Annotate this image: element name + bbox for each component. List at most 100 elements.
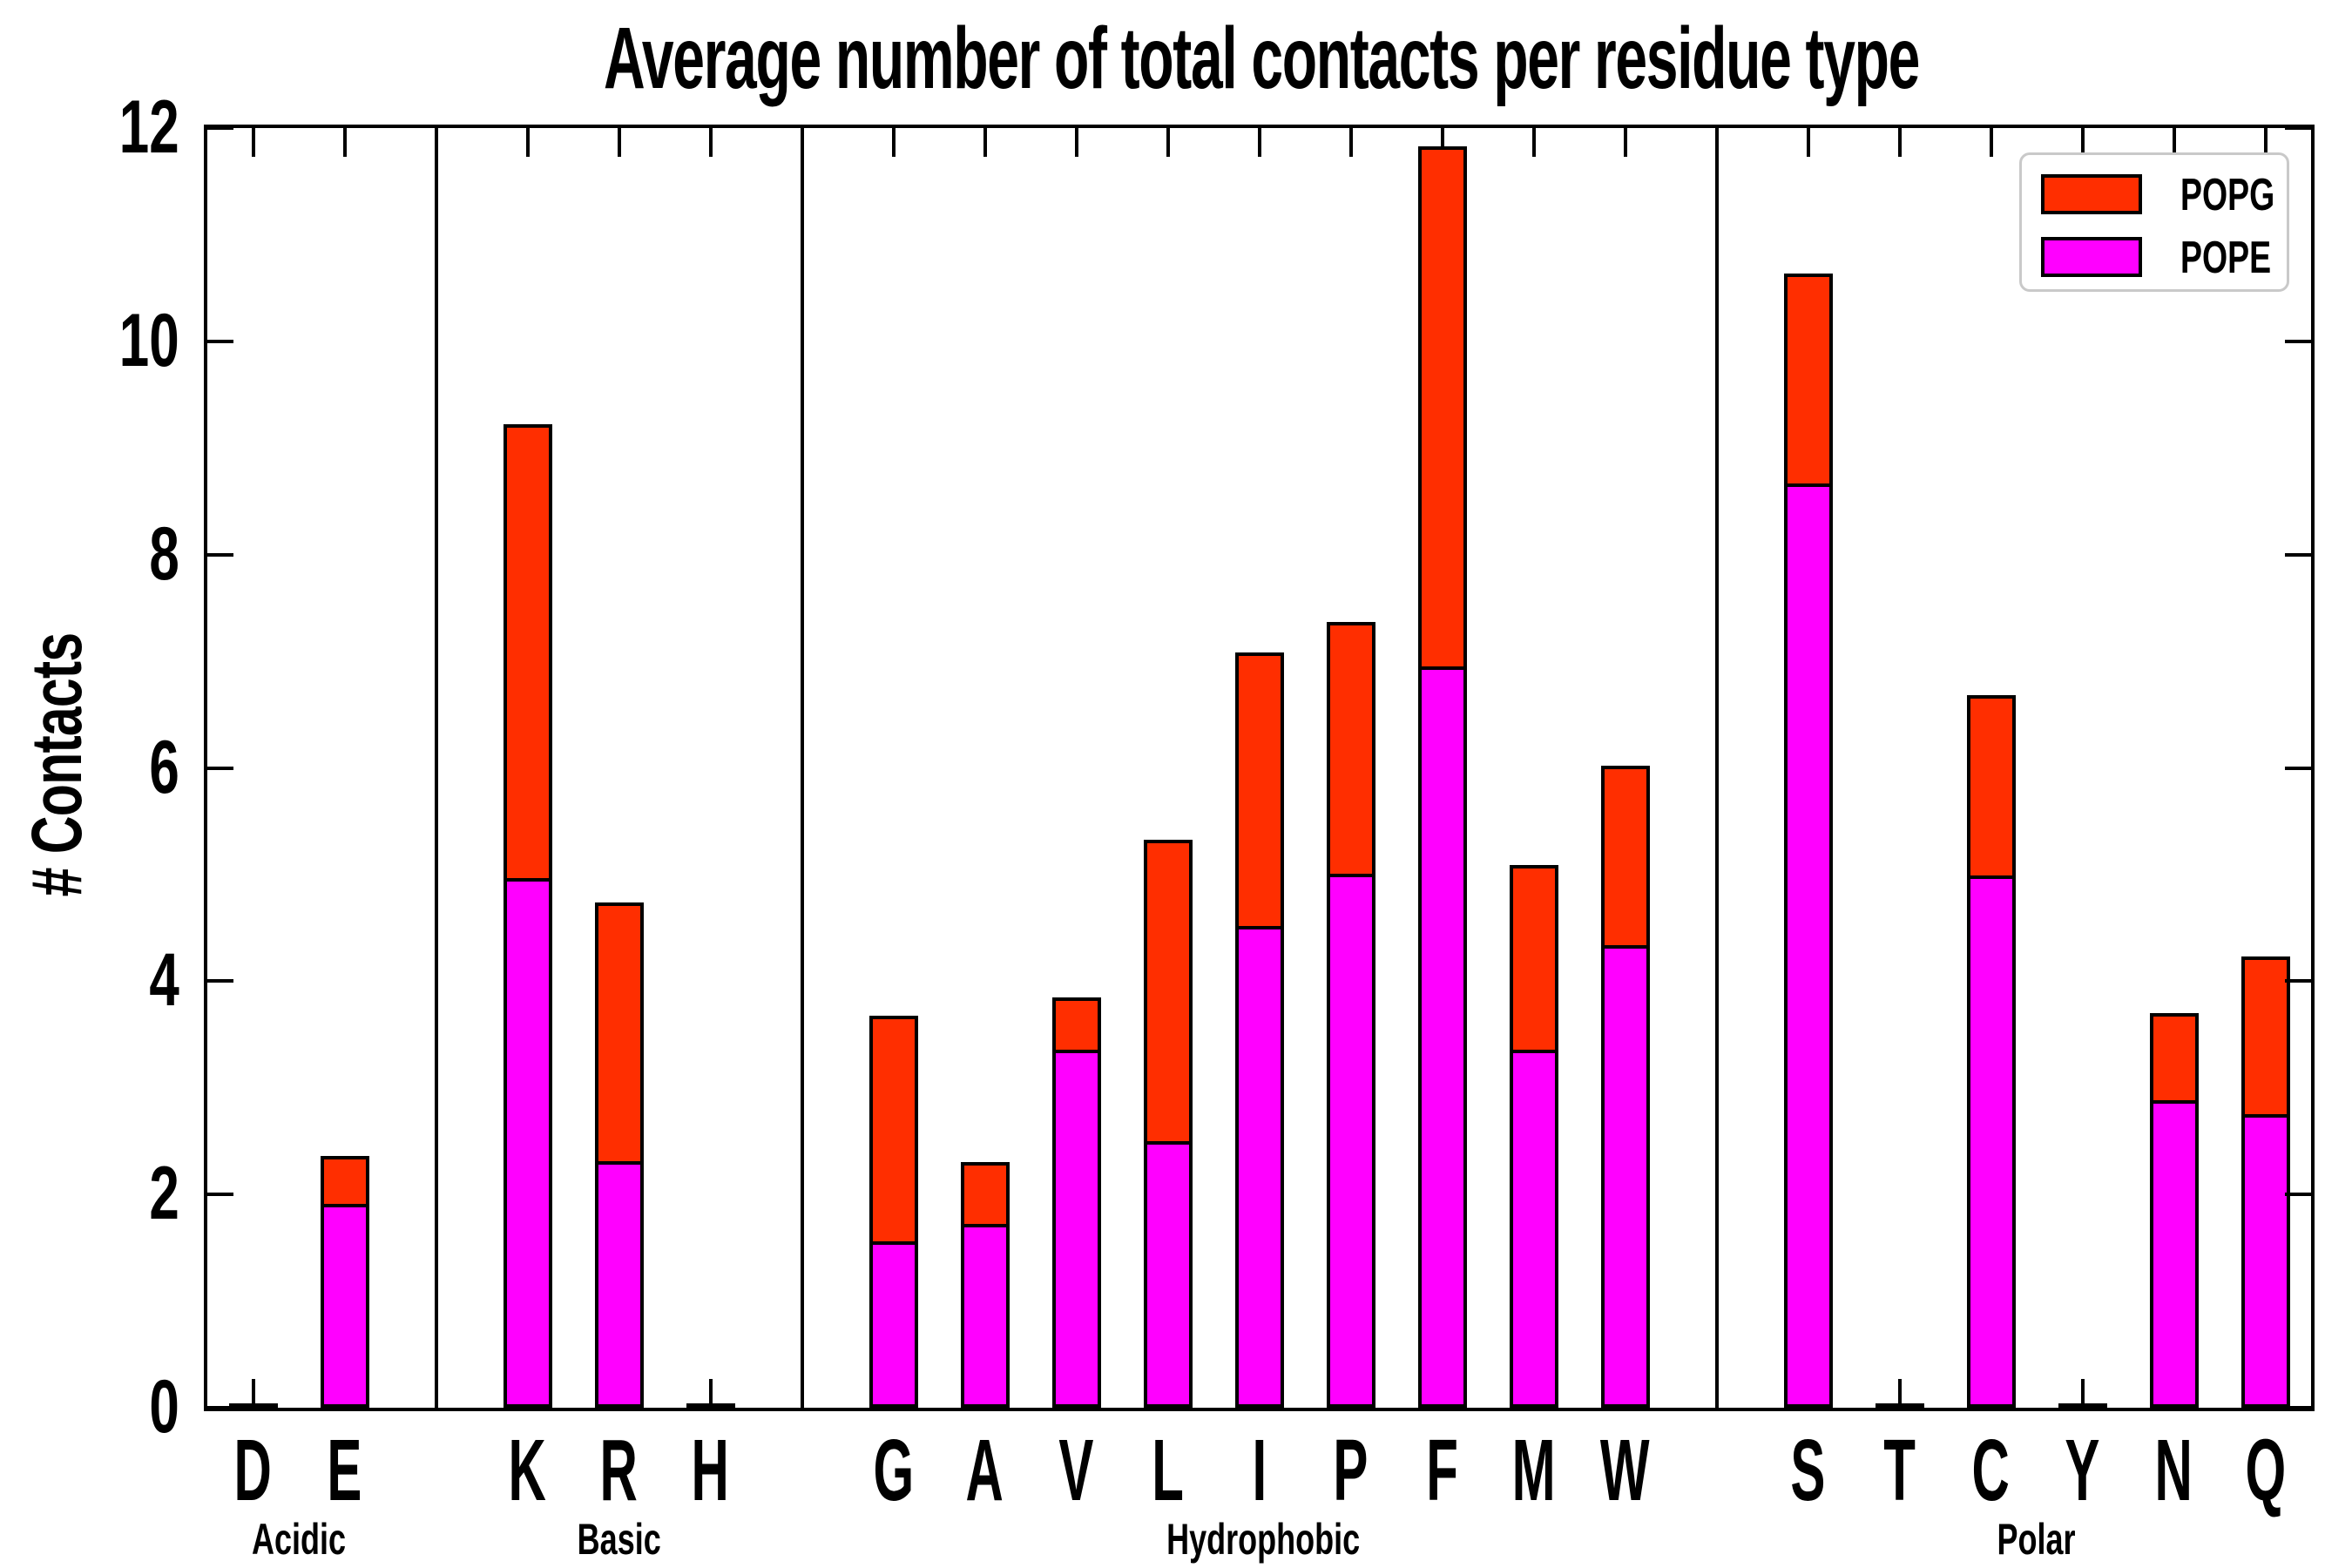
group-label-text: Basic (577, 1515, 661, 1564)
bar-N-popg-segment (2149, 1013, 2199, 1101)
x-tick-top-C (1989, 128, 1993, 157)
x-category-label-text: Q (2245, 1422, 2286, 1519)
bar-V-popg-segment (1051, 997, 1101, 1050)
x-tick-bottom-T (1897, 1379, 1902, 1408)
x-tick-top-T (1897, 128, 1902, 157)
x-tick-top-W (1623, 128, 1627, 157)
y-tick-left-12 (207, 126, 233, 130)
bar-L-pope-segment (1143, 1140, 1193, 1408)
bar-A-pope-segment (960, 1224, 1010, 1408)
x-category-label-text: S (1790, 1422, 1826, 1519)
x-category-label-C: C (1939, 1427, 2044, 1514)
bar-C-popg-segment (1966, 695, 2016, 876)
x-category-label-V: V (1024, 1427, 1129, 1514)
y-tick-label-text: 4 (149, 938, 179, 1023)
x-category-label-text: E (327, 1422, 362, 1519)
x-category-label-text: N (2154, 1422, 2193, 1519)
group-label-acidic: Acidic (168, 1517, 429, 1561)
bar-G-pope-segment (868, 1241, 918, 1408)
x-tick-top-S (1806, 128, 1810, 157)
bar-T-near-zero (1875, 1403, 1924, 1408)
y-tick-right-4 (2285, 979, 2311, 983)
x-category-label-text: G (873, 1422, 914, 1519)
group-label-text: Hydrophobic (1166, 1515, 1360, 1564)
y-tick-left-0 (207, 1406, 233, 1409)
bar-K-pope-segment (503, 877, 552, 1408)
legend-label-text: POPE (2180, 233, 2272, 283)
x-category-label-N: N (2122, 1427, 2227, 1514)
group-label-hydrophobic: Hydrophobic (1129, 1517, 1390, 1561)
x-tick-top-R (617, 128, 621, 157)
bar-L-popg-segment (1143, 839, 1193, 1141)
x-category-label-A: A (933, 1427, 1037, 1514)
y-tick-left-10 (207, 339, 233, 343)
x-category-label-F: F (1390, 1427, 1495, 1514)
x-category-label-text: I (1252, 1422, 1267, 1519)
y-tick-label-12: 12 (9, 90, 179, 165)
bar-K-popg-segment (503, 424, 552, 878)
chart-title: Average number of total contacts per res… (604, 10, 1920, 107)
x-category-label-text: T (1883, 1422, 1916, 1519)
x-category-label-text: C (1971, 1422, 2011, 1519)
y-tick-label-text: 10 (119, 298, 179, 382)
bar-A-popg-segment (960, 1162, 1010, 1225)
y-tick-right-10 (2285, 339, 2311, 343)
x-category-label-W: W (1573, 1427, 1678, 1514)
x-category-label-M: M (1482, 1427, 1586, 1514)
x-tick-top-K (525, 128, 530, 157)
x-category-label-H: H (659, 1427, 763, 1514)
x-tick-top-I (1257, 128, 1261, 157)
legend-row-pope: POPE (2022, 235, 2287, 280)
x-tick-bottom-D (251, 1379, 255, 1408)
x-category-label-Q: Q (2213, 1427, 2318, 1514)
bar-V-pope-segment (1051, 1049, 1101, 1408)
y-tick-left-8 (207, 552, 233, 557)
x-tick-top-V (1074, 128, 1078, 157)
x-category-label-Y: Y (2031, 1427, 2135, 1514)
bar-C-pope-segment (1966, 875, 2016, 1408)
legend-swatch-pope (2041, 237, 2142, 277)
x-category-label-text: P (1333, 1422, 1369, 1519)
x-tick-top-E (342, 128, 347, 157)
x-tick-top-Y (2080, 128, 2085, 157)
group-divider-line (800, 128, 804, 1408)
x-category-label-text: W (1600, 1422, 1650, 1519)
y-tick-label-text: 12 (119, 85, 179, 169)
x-tick-bottom-H (708, 1379, 713, 1408)
y-tick-left-4 (207, 979, 233, 983)
y-tick-label-text: 2 (149, 1152, 179, 1236)
y-tick-label-text: 6 (149, 725, 179, 809)
x-tick-bottom-Y (2080, 1379, 2085, 1408)
x-tick-top-D (251, 128, 255, 157)
legend-row-popg: POPG (2022, 170, 2287, 220)
x-category-label-text: K (508, 1422, 547, 1519)
x-tick-top-F (1440, 128, 1444, 157)
bar-G-popg-segment (868, 1015, 918, 1242)
y-tick-right-0 (2285, 1406, 2311, 1409)
bar-Y-near-zero (2058, 1403, 2107, 1408)
bar-R-pope-segment (594, 1161, 644, 1408)
y-tick-left-2 (207, 1193, 233, 1197)
x-tick-top-L (1166, 128, 1170, 157)
x-category-label-D: D (201, 1427, 306, 1514)
x-tick-top-H (708, 128, 713, 157)
x-tick-top-A (983, 128, 987, 157)
bar-W-popg-segment (1600, 766, 1650, 945)
x-tick-top-P (1348, 128, 1353, 157)
y-tick-right-2 (2285, 1193, 2311, 1197)
group-label-text: Polar (1997, 1515, 2077, 1564)
group-label-text: Acidic (251, 1515, 347, 1564)
x-category-label-E: E (293, 1427, 397, 1514)
x-category-label-K: K (476, 1427, 580, 1514)
bar-S-popg-segment (1783, 273, 1833, 483)
x-category-label-text: L (1152, 1422, 1184, 1519)
legend-label-pope: POPE (2180, 233, 2307, 283)
x-category-label-R: R (567, 1427, 672, 1514)
x-category-label-text: D (233, 1422, 273, 1519)
legend-label-text: POPG (2180, 170, 2275, 220)
y-tick-right-12 (2285, 126, 2311, 130)
x-category-label-text: A (965, 1422, 1004, 1519)
x-tick-top-N (2172, 128, 2176, 157)
bar-F-popg-segment (1417, 145, 1467, 667)
bar-W-pope-segment (1600, 944, 1650, 1408)
